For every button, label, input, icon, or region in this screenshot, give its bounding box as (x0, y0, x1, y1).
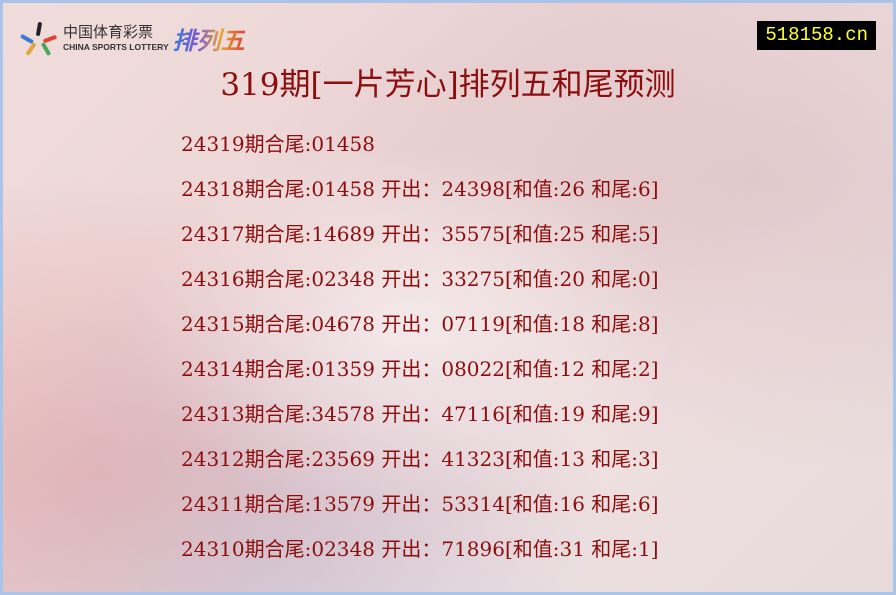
list-item: 24310期合尾:02348 开出：71896[和值:31 和尾:1] (181, 537, 659, 561)
logo-game-text: 排列五 (173, 21, 245, 56)
china-sports-lottery-logo: 中国体育彩票 CHINA SPORTS LOTTERY 排列五 (19, 21, 245, 56)
logo-en-text: CHINA SPORTS LOTTERY (63, 42, 169, 53)
list-item: 24314期合尾:01359 开出：08022[和值:12 和尾:2] (181, 357, 659, 381)
list-item: 24311期合尾:13579 开出：53314[和值:16 和尾:6] (181, 492, 659, 516)
list-item: 24312期合尾:23569 开出：41323[和值:13 和尾:3] (181, 447, 659, 471)
list-item: 24318期合尾:01458 开出：24398[和值:26 和尾:6] (181, 177, 659, 201)
list-item: 24315期合尾:04678 开出：07119[和值:18 和尾:8] (181, 312, 659, 336)
list-item: 24319期合尾:01458 (181, 132, 375, 156)
prediction-list: 24319期合尾:01458 24318期合尾:01458 开出：24398[和… (181, 129, 659, 579)
logo-cn-text: 中国体育彩票 (63, 23, 154, 42)
page-title: 319期[一片芳心]排列五和尾预测 (220, 67, 676, 103)
list-item: 24317期合尾:14689 开出：35575[和值:25 和尾:5] (181, 222, 659, 246)
list-item: 24313期合尾:34578 开出：47116[和值:19 和尾:9] (181, 402, 659, 426)
lottery-star-icon (19, 21, 58, 56)
list-item: 24316期合尾:02348 开出：33275[和值:20 和尾:0] (181, 267, 659, 291)
site-badge[interactable]: 518158.cn (757, 21, 876, 50)
